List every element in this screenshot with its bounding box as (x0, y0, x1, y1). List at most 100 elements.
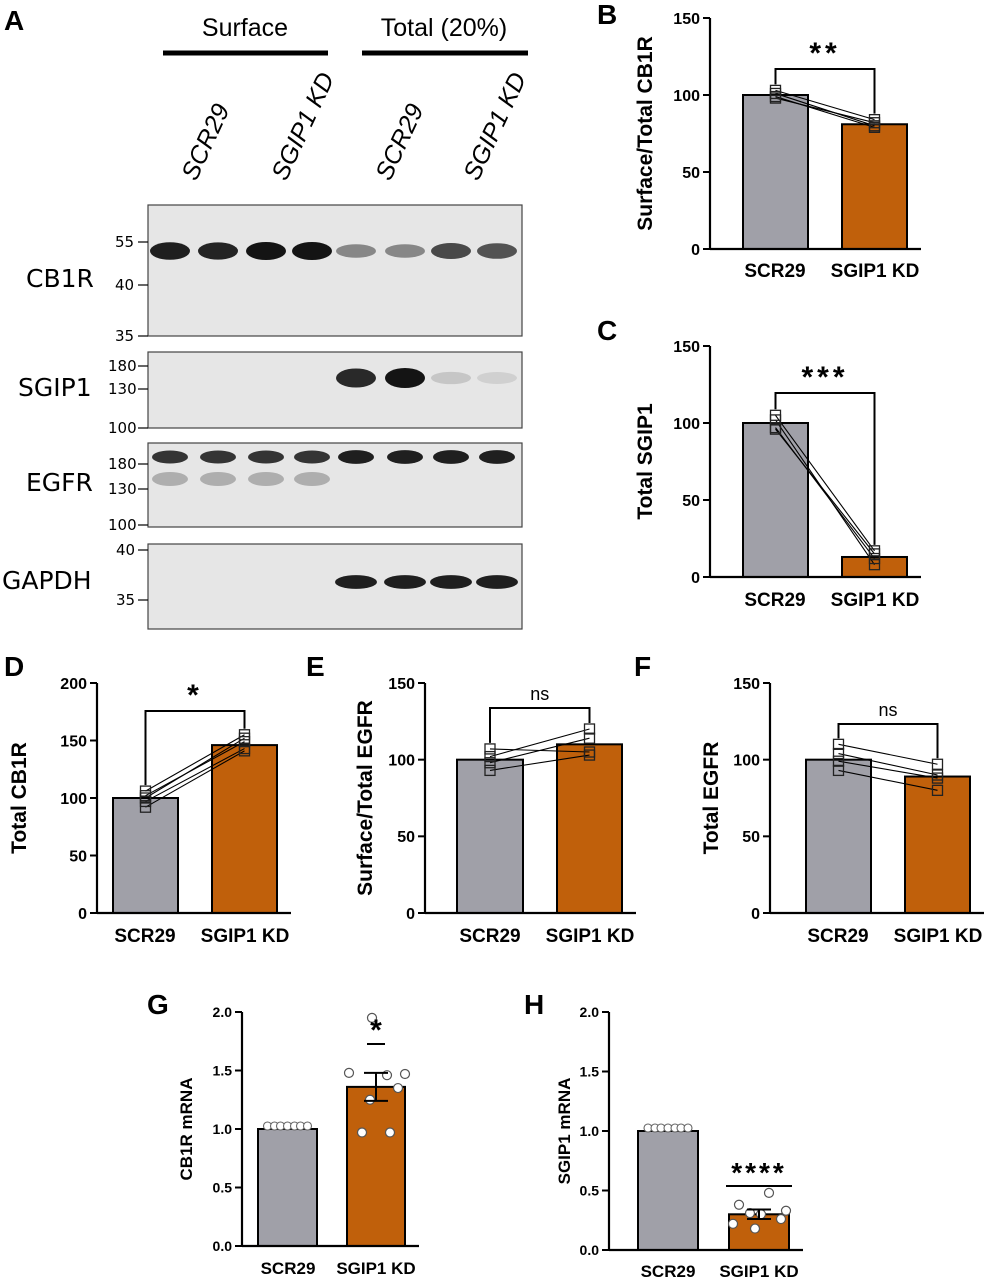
blot-band (385, 368, 425, 388)
significance-bracket (774, 392, 876, 545)
bar-sgip1-kd (841, 123, 908, 250)
blot-band (335, 575, 377, 589)
blot-band (433, 450, 469, 464)
significance-label: **** (731, 1157, 787, 1188)
blot-band (477, 243, 517, 259)
panel-letter-h: H (524, 989, 544, 1020)
panel-letter-a: A (4, 5, 24, 36)
blot-band (150, 242, 190, 260)
panel-c-chart: C 0 50 100 150 SCR29 SGIP1 KD Total SGIP1 *** (597, 315, 921, 611)
y-tick-label: 100 (673, 416, 700, 433)
data-point (832, 755, 845, 767)
y-tick-label: 50 (742, 829, 760, 846)
x-category-label: SCR29 (744, 590, 805, 611)
paired-line (775, 89, 875, 121)
panel-d-chart: D 0 50 100 150 200 SCR29 SGIP1 KD Total CB1R * (4, 651, 291, 947)
y-tick-label: 100 (673, 88, 700, 105)
paired-line (838, 769, 938, 791)
y-axis-title: Total CB1R (8, 742, 31, 854)
x-category-label: SGIP1 KD (831, 590, 920, 611)
data-point (749, 1223, 761, 1234)
paired-line (145, 734, 245, 792)
data-point (484, 764, 496, 777)
paired-line (838, 760, 938, 779)
y-tick-label: 150 (673, 339, 700, 356)
panel-a: A Surface Total (20%) SCR29 SGIP1 KD SCR… (2, 5, 532, 630)
paired-line (838, 752, 938, 776)
marker-label: 40 (116, 541, 135, 559)
data-point (733, 1199, 745, 1210)
paired-line (489, 728, 590, 758)
x-category-label: SGIP1 KD (719, 1262, 798, 1280)
paired-line (489, 754, 590, 771)
bar-sgip1-kd (904, 775, 971, 914)
lane-label: SCR29 (370, 100, 429, 185)
marker-label: 35 (115, 327, 134, 345)
marker-label: 130 (108, 480, 137, 498)
data-point (931, 784, 944, 796)
x-category-label: SGIP1 KD (831, 261, 920, 282)
paired-line (838, 743, 938, 765)
y-tick-label: 1.5 (580, 1064, 600, 1080)
y-tick-label: 50 (397, 829, 415, 846)
marker-label: 55 (115, 233, 134, 251)
data-point (484, 743, 496, 755)
paired-line (775, 92, 875, 127)
row-label-gapdh: GAPDH (2, 566, 92, 595)
y-axis-title: Total SGIP1 (634, 403, 657, 520)
data-point (683, 1123, 693, 1133)
significance-label: *** (801, 361, 848, 394)
row-label-sgip1: SGIP1 (18, 373, 92, 402)
panel-letter-e: E (306, 651, 325, 682)
data-point (832, 764, 845, 777)
paired-line (145, 750, 245, 808)
data-point (769, 414, 782, 426)
blot-band-lower (152, 472, 188, 486)
data-point (356, 1127, 368, 1138)
blot-band (248, 450, 284, 464)
x-category-label: SGIP1 KD (894, 926, 983, 947)
bar-sgip1-kd (211, 744, 278, 914)
data-point (775, 1213, 787, 1225)
blot-membrane-cb1r: CB1R 55 40 35 (26, 204, 523, 345)
panel-letter-d: D (4, 651, 24, 682)
y-tick-label: 50 (682, 493, 700, 510)
data-point (727, 1218, 739, 1229)
data-point (931, 758, 944, 770)
paired-line (775, 414, 875, 552)
marker-label: 130 (108, 380, 137, 398)
blot-band (387, 450, 423, 464)
data-point (399, 1068, 411, 1080)
marker-label: 100 (108, 516, 137, 534)
data-point (302, 1121, 313, 1131)
y-tick-label: 200 (60, 676, 87, 693)
bar-scr29 (257, 1128, 318, 1247)
data-point (780, 1205, 792, 1216)
y-tick-label: 0 (691, 570, 700, 587)
y-tick-label: 2.0 (213, 1004, 233, 1020)
y-tick-label: 100 (60, 791, 87, 808)
bar-sgip1-kd (556, 743, 623, 914)
panel-f-chart: F 0 50 100 150 SCR29 SGIP1 KD Total EGFR ns (634, 651, 984, 947)
blot-membrane-gapdh: GAPDH 40 35 (2, 541, 523, 630)
bar-scr29 (805, 758, 872, 915)
blot-band (477, 372, 517, 384)
y-tick-label: 0.0 (213, 1238, 233, 1254)
blot-band (152, 450, 188, 464)
data-point (484, 750, 496, 763)
data-point (139, 801, 152, 813)
y-tick-label: 100 (388, 752, 415, 769)
blot-band (384, 575, 426, 589)
panel-e-chart: E 0 50 100 150 SCR29 SGIP1 KD Surface/Total EGF… (306, 651, 636, 947)
blot-band (476, 575, 518, 589)
blot-membrane-sgip1: SGIP1 180 130 100 (18, 351, 523, 437)
paired-line (489, 737, 590, 764)
blot-band (338, 450, 374, 464)
data-point (583, 723, 596, 735)
data-point (931, 772, 944, 784)
panel-h-chart: H 0.0 0.5 1.0 1.5 2.0 SCR29 SGIP1 KD SGIP1 mRNA *… (524, 989, 803, 1280)
y-tick-label: 150 (60, 733, 87, 750)
x-category-label: SCR29 (807, 926, 868, 947)
blot-band (246, 242, 286, 260)
panel-letter-c: C (597, 315, 617, 346)
